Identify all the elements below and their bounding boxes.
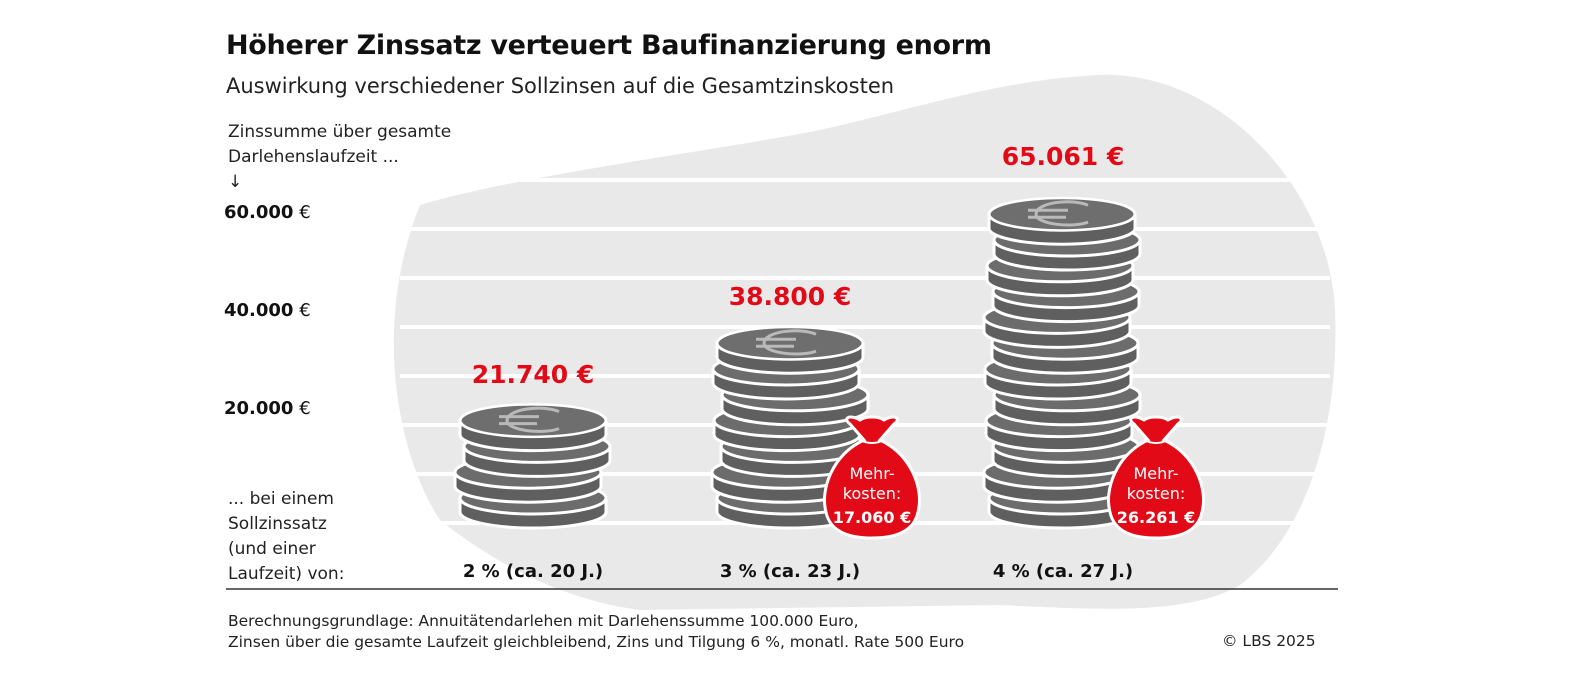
y-axis-arrow: ↓	[228, 172, 243, 192]
chart-subtitle: Auswirkung verschiedener Sollzinsen auf …	[226, 74, 895, 98]
bag-amount: 26.261 €	[1117, 508, 1195, 527]
money-bag: Mehr-kosten: 17.060 €	[823, 415, 921, 540]
footnote-line: Zinsen über die gesamte Laufzeit gleichb…	[228, 633, 965, 651]
coin	[458, 403, 608, 453]
x-category-label: 2 % (ca. 20 J.)	[462, 561, 604, 582]
coin-stack	[453, 403, 612, 530]
coin-stacks	[453, 196, 1142, 530]
y-tick-number: 20.000	[224, 398, 294, 419]
euro-emblem	[499, 406, 560, 433]
bag-label-line: Mehr-	[1133, 464, 1178, 483]
x-axis-label-line: Laufzeit) von:	[228, 564, 345, 584]
y-axis-label-line: Zinssumme über gesamte	[228, 122, 452, 142]
value-label: 21.740 €	[471, 360, 595, 389]
extra-cost-bags: Mehr-kosten: 17.060 € Mehr-kosten: 26.261 €	[823, 415, 1205, 540]
value-label: 38.800 €	[728, 282, 852, 311]
y-axis-label-line: Darlehenslaufzeit ...	[228, 147, 399, 167]
coin	[987, 196, 1137, 246]
x-axis-label: ... bei einem Sollzinssatz (und einer La…	[228, 487, 344, 587]
y-tick-unit: €	[299, 300, 311, 321]
euro-emblem	[1028, 200, 1089, 227]
bag-label-line: Mehr-	[849, 464, 894, 483]
copyright: © LBS 2025	[1222, 632, 1316, 650]
x-axis-label-line: (und einer	[228, 539, 316, 559]
bag-label-line: kosten:	[843, 484, 901, 503]
footnote-line: Berechnungsgrundlage: Annuitätendarlehen…	[228, 612, 859, 630]
x-category-label: 4 % (ca. 27 J.)	[992, 561, 1134, 582]
y-tick-number: 60.000	[224, 202, 294, 223]
value-label: 65.061 €	[1001, 142, 1125, 171]
y-axis-label: Zinssumme über gesamte Darlehenslaufzeit…	[228, 120, 451, 195]
chart-title: Höherer Zinssatz verteuert Baufinanzieru…	[226, 30, 992, 61]
coin	[985, 248, 1135, 298]
coin	[715, 325, 865, 375]
bag-amount: 17.060 €	[833, 508, 911, 527]
y-tick-unit: €	[299, 202, 311, 223]
coin-stack	[982, 196, 1142, 530]
y-tick-label: 20.000 €	[224, 398, 311, 419]
money-bag: Mehr-kosten: 26.261 €	[1107, 415, 1205, 540]
y-tick-label: 60.000 €	[224, 202, 311, 223]
footnote: Berechnungsgrundlage: Annuitätendarlehen…	[228, 611, 964, 653]
x-axis-label-line: ... bei einem	[228, 489, 334, 509]
x-axis-label-line: Sollzinssatz	[228, 514, 327, 534]
bag-label-line: kosten:	[1127, 484, 1185, 503]
x-category-label: 3 % (ca. 23 J.)	[719, 561, 861, 582]
y-tick-label: 40.000 €	[224, 300, 311, 321]
euro-emblem	[756, 329, 817, 356]
y-tick-number: 40.000	[224, 300, 294, 321]
y-tick-unit: €	[299, 398, 311, 419]
